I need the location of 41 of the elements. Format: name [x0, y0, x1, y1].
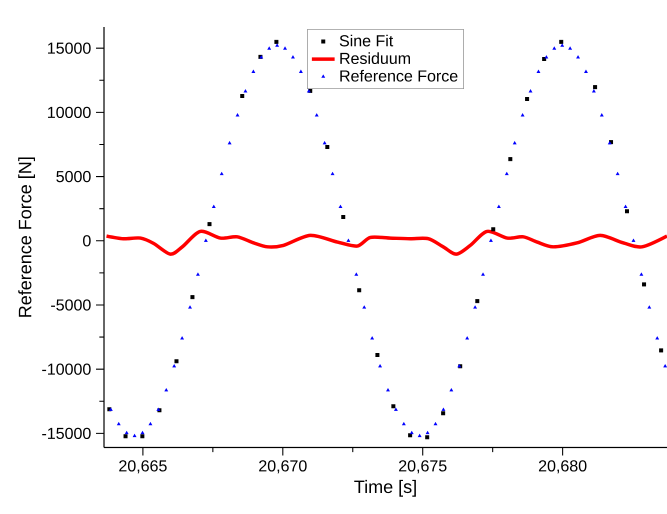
point [508, 157, 512, 162]
point [593, 85, 598, 90]
point [274, 40, 278, 44]
y-tick-label: 10000 [48, 106, 91, 118]
point [391, 404, 396, 408]
point [174, 359, 178, 364]
y-tick-label: 0 [83, 235, 91, 246]
legend-label: Reference Force [340, 70, 458, 82]
y-tick-label: -15000 [42, 428, 91, 440]
x-tick-label: 20,675 [399, 460, 446, 474]
point [341, 215, 346, 220]
y-tick-label: 5000 [56, 170, 91, 182]
point [408, 433, 412, 438]
point [375, 353, 380, 358]
y-axis-title: Reference Force [N] [18, 158, 35, 317]
point [124, 434, 128, 438]
y-tick-label: 15000 [48, 42, 91, 54]
point [425, 435, 430, 440]
point [240, 94, 244, 98]
point [190, 295, 194, 300]
point [441, 411, 446, 416]
x-tick-label: 20,670 [259, 460, 307, 474]
point [491, 227, 496, 232]
point [559, 40, 564, 44]
point [475, 299, 480, 304]
x-tick-label: 20,680 [538, 460, 586, 474]
y-tick-label: -10000 [42, 364, 91, 375]
point [207, 222, 212, 226]
y-tick-label: -5000 [51, 299, 91, 311]
point [140, 434, 144, 438]
legend-label: Sine Fit [340, 34, 394, 46]
point [624, 209, 629, 214]
point [659, 348, 664, 352]
x-axis-title: Time [s] [354, 480, 416, 497]
point [325, 145, 330, 150]
x-tick-label: 20,665 [119, 460, 167, 474]
point [642, 282, 646, 286]
point [357, 288, 362, 292]
legend-label: Residuum [340, 52, 410, 64]
line-series [104, 230, 667, 256]
point [525, 97, 530, 102]
